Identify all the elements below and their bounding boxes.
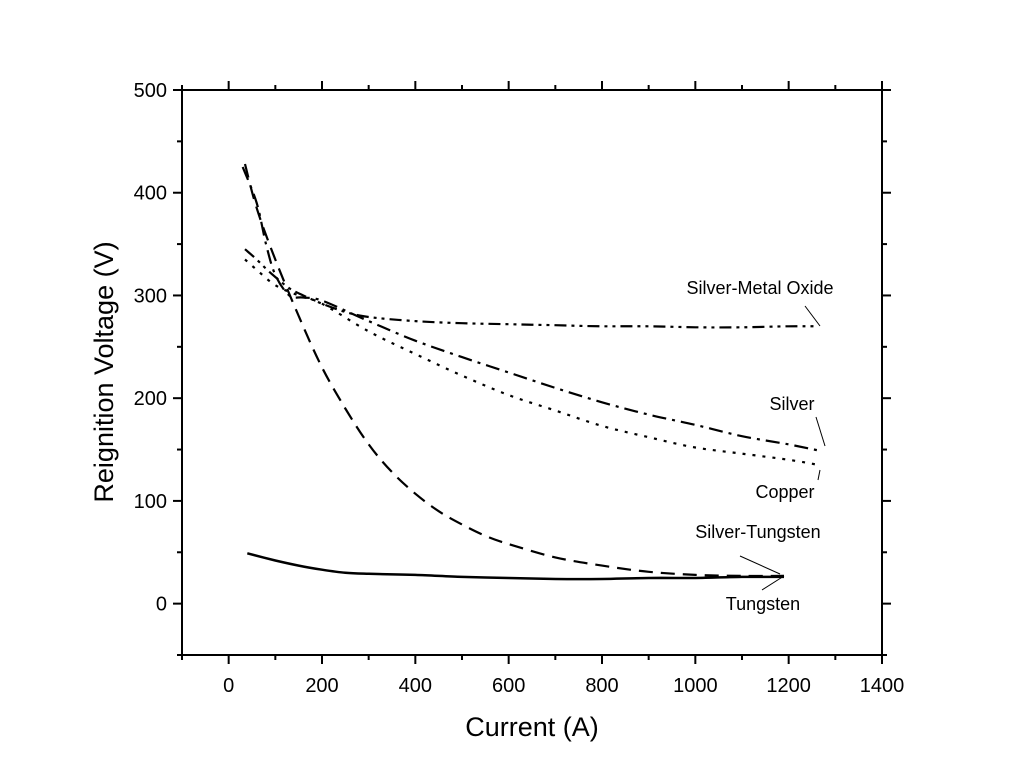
series-label-silver: Silver [769, 394, 814, 414]
series-line-silver-tungsten [246, 552, 785, 581]
label-leader-lines [739, 305, 826, 591]
series-line-tungsten [243, 163, 785, 578]
y-axis-title: Reignition Voltage (V) [89, 241, 119, 502]
y-tick-label: 100 [134, 491, 167, 513]
leader-silver [815, 416, 826, 447]
x-tick-label: 0 [223, 675, 234, 697]
series-label-tungsten: Tungsten [726, 594, 800, 614]
series-line-silver-metal-oxide [244, 248, 817, 329]
plot-frame [181, 89, 883, 656]
series-label-copper: Copper [755, 482, 814, 502]
leader-silver-tungsten [739, 555, 781, 575]
series-lines [241, 163, 820, 581]
x-tick-label: 800 [585, 675, 618, 697]
series-label-silver-tungsten: Silver-Tungsten [695, 522, 820, 542]
y-tick-label: 500 [134, 80, 167, 102]
y-tick-label: 0 [156, 594, 167, 616]
leader-copper [817, 469, 821, 481]
y-tick-label: 400 [134, 183, 167, 205]
series-label-silver-metal-oxide: Silver-Metal Oxide [686, 278, 833, 298]
leader-silver-metal-oxide [804, 305, 821, 327]
y-tick-label: 300 [134, 285, 167, 307]
x-tick-label: 200 [305, 675, 338, 697]
x-tick-label: 400 [399, 675, 432, 697]
x-tick-label: 1000 [673, 675, 718, 697]
leader-tungsten [761, 575, 785, 591]
axis-tick-labels: 0 200 400 600 800 1000 1200 1400 0 100 200 300 400 50… [134, 80, 905, 697]
x-tick-label: 600 [492, 675, 525, 697]
x-axis-title: Current (A) [465, 712, 599, 742]
y-tick-label: 200 [134, 388, 167, 410]
x-tick-label: 1200 [766, 675, 811, 697]
series-line-copper [244, 258, 820, 467]
axis-ticks [173, 81, 891, 664]
x-tick-label: 1400 [860, 675, 905, 697]
series-line-silver [241, 166, 820, 452]
